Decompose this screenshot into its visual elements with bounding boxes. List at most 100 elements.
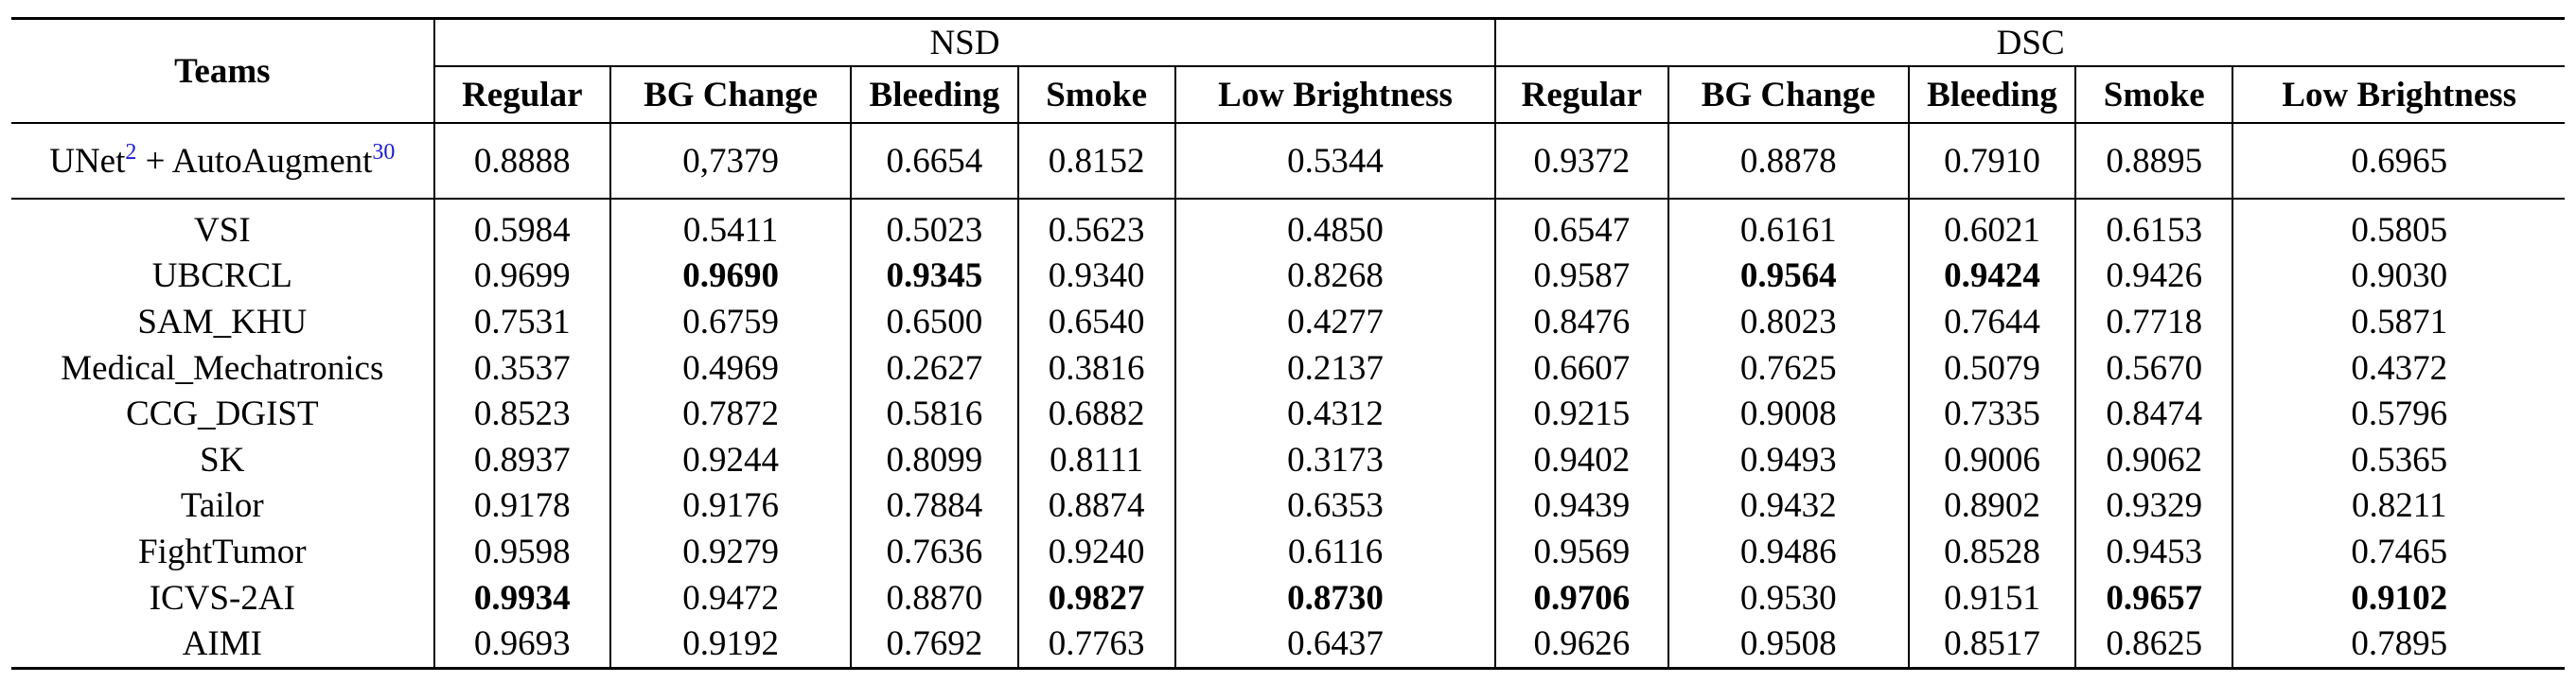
baseline-cell: 0.8878 [1667,122,1910,199]
baseline-name-prefix: UNet [49,141,126,181]
score-cell: 0.6759 [609,299,853,345]
score-cell: 0.9587 [1495,253,1669,300]
table-row: ICVS-2AI 0.9934 0.9472 0.8870 0.9827 0.8730 0.… [11,574,2565,622]
score-cell: 0.7465 [2351,532,2448,571]
col-header: Smoke [1017,65,1176,123]
col-header: Regular [1495,65,1669,123]
table-row: Tailor 0.9178 0.9176 0.7884 0.8874 0.6353 0.94… [11,482,2565,530]
score-cell: 0.5670 [2075,344,2234,392]
score-cell: 0.8517 [1908,621,2077,670]
baseline-cell: 0.8888 [433,122,611,199]
score-cell: 0.7636 [851,529,1019,575]
score-cell: 0.9934 [433,574,611,622]
score-cell: 0.9569 [1495,529,1669,575]
score-cell: 0.9432 [1667,482,1910,530]
score-cell: 0.8476 [1495,299,1669,345]
score-cell: 0.8268 [1174,253,1497,300]
col-header: Low Brightness [2232,65,2565,123]
score-cell: 0.8902 [1908,482,2077,530]
score-cell: 0.7884 [851,482,1019,530]
score-cell: 0.3173 [1174,436,1497,483]
score-cell: 0.6116 [1174,529,1497,575]
score-cell: 0.9176 [609,482,853,530]
score-cell: 0.8874 [1017,482,1176,530]
score-cell: 0.7692 [851,621,1019,670]
team-name: Medical_Mechatronics [11,344,435,392]
baseline-name-middle: + AutoAugment [136,141,373,181]
score-cell: 0.8937 [433,436,611,483]
score-cell: 0.6437 [1174,621,1497,670]
baseline-cell: 0.5344 [1174,122,1497,199]
score-cell: 0.9062 [2075,436,2234,483]
citation-ref[interactable]: 30 [372,139,396,165]
nsd-group-header: NSD [433,17,1497,66]
score-cell: 0.9424 [1908,253,2077,300]
team-name: VSI [11,207,435,254]
score-cell: 0.5623 [1017,207,1176,254]
table-row: Medical_Mechatronics 0.3537 0.4969 0.2627 0.… [11,344,2565,392]
score-cell: 0.9699 [433,253,611,300]
citation-ref[interactable]: 2 [125,139,137,165]
baseline-cell: 0.8152 [1017,122,1176,199]
score-cell: 0.8523 [433,391,611,437]
score-cell: 0.9508 [1667,621,1910,670]
col-header: BG Change [609,65,853,123]
score-cell: 0.8625 [2075,621,2234,670]
score-cell: 0.9279 [609,529,853,575]
score-cell: 0.9178 [433,482,611,530]
table-row: SK 0.8937 0.9244 0.8099 0.8111 0.3173 0.9402 0.… [11,436,2565,483]
score-cell: 0.6153 [2075,207,2234,254]
score-cell: 0.5411 [609,207,853,254]
team-name: CCG_DGIST [11,391,435,437]
score-cell: 0.9564 [1667,253,1910,300]
team-name: SAM_KHU [11,299,435,345]
results-table: Teams NSD DSC Regular BG Change Bleeding… [11,17,2565,670]
header-columns-row: Regular BG Change Bleeding Smoke Low Bri… [11,65,2565,123]
score-cell: 0.6021 [1908,207,2077,254]
score-cell: 0.9345 [851,253,1019,300]
score-cell: 0.5365 [2351,440,2448,480]
score-cell: 0.8099 [851,436,1019,483]
teams-header: Teams [11,17,435,123]
score-cell: 0.9626 [1495,621,1669,670]
score-cell: 0.8111 [1017,436,1176,483]
score-cell: 0.9151 [1908,574,2077,622]
baseline-row: UNet2 + AutoAugment30 0.8888 0,7379 0.66… [11,122,2565,199]
baseline-cell: 0.9372 [1495,122,1669,199]
score-cell: 0.9486 [1667,529,1910,575]
score-cell: 0.4372 [2351,348,2448,388]
score-cell: 0.9453 [2075,529,2234,575]
score-cell: 0.6161 [1667,207,1910,254]
score-cell: 0.9030 [2351,256,2448,296]
score-cell: 0.9657 [2075,574,2234,622]
score-cell: 0.2627 [851,344,1019,392]
col-header: Low Brightness [1174,65,1497,123]
score-cell: 0.4969 [609,344,853,392]
score-cell: 0.5796 [2351,394,2448,434]
score-cell: 0.8730 [1174,574,1497,622]
score-cell: 0.8870 [851,574,1019,622]
score-cell: 0.9006 [1908,436,2077,483]
score-cell: 0.9472 [609,574,853,622]
score-cell: 0.7763 [1017,621,1176,670]
score-cell: 0.5984 [433,207,611,254]
score-cell: 0.8528 [1908,529,2077,575]
score-cell: 0.5079 [1908,344,2077,392]
table-row: FightTumor 0.9598 0.9279 0.7636 0.9240 0.6116… [11,529,2565,575]
score-cell: 0.6607 [1495,344,1669,392]
score-cell: 0.5805 [2351,210,2448,250]
baseline-cell: 0.6654 [851,122,1019,199]
score-cell: 0.5023 [851,207,1019,254]
score-cell: 0.9598 [433,529,611,575]
score-cell: 0.9215 [1495,391,1669,437]
score-cell: 0.4277 [1174,299,1497,345]
col-header: Regular [433,65,611,123]
score-cell: 0.7895 [2232,621,2565,670]
score-cell: 0.9340 [1017,253,1176,300]
team-name: AIMI [11,621,435,670]
score-cell: 0.9693 [433,621,611,670]
score-cell: 0.6882 [1017,391,1176,437]
table-row: AIMI 0.9693 0.9192 0.7692 0.7763 0.6437 0.9626… [11,621,2565,670]
score-cell: 0.9690 [609,253,853,300]
score-cell: 0.8474 [2075,391,2234,437]
